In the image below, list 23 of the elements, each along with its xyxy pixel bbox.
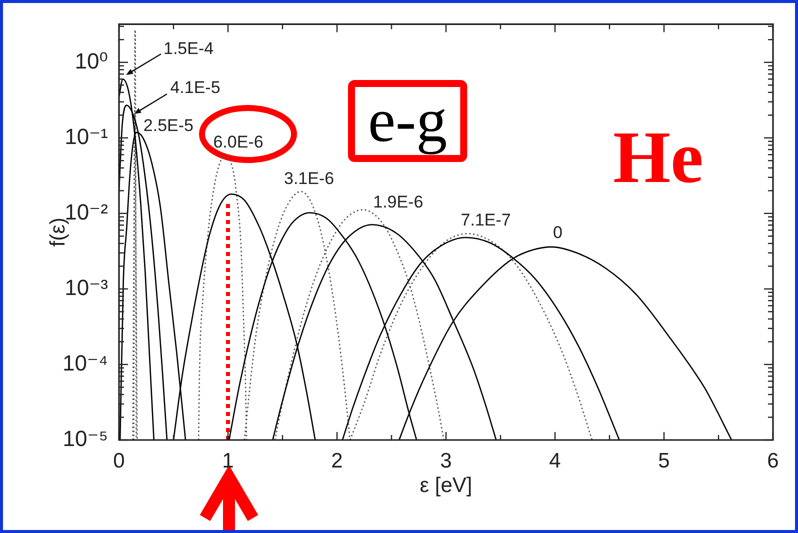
y-tick-label: 10⁻³ xyxy=(64,275,108,300)
x-tick-label: 1 xyxy=(222,449,234,472)
annotation: 3.1E-6 xyxy=(284,169,334,188)
annotation: 1.5E-4 xyxy=(163,39,214,58)
annotation: 7.1E-7 xyxy=(460,210,511,230)
x-tick-label: 4 xyxy=(549,449,562,472)
annotation: 6.0E-6 xyxy=(213,132,264,152)
x-tick-label: 3 xyxy=(440,449,452,472)
annotation: 1.9E-6 xyxy=(373,192,424,212)
y-tick-label: 10⁰ xyxy=(74,48,108,74)
y-tick-label: 10⁻⁵ xyxy=(62,426,108,452)
annotation: 2.5E-5 xyxy=(143,116,194,136)
y-tick-label: 10⁻¹ xyxy=(64,124,108,149)
annotation: 0 xyxy=(552,223,562,242)
x-tick-label: 2 xyxy=(331,449,343,472)
x-tick-label: 6 xyxy=(767,449,779,472)
annotation: e-g xyxy=(368,86,448,157)
x-axis-title: ε [eV] xyxy=(420,474,472,498)
x-tick-label: 5 xyxy=(658,449,670,472)
annotation: 4.1E-5 xyxy=(170,78,220,98)
x-tick-label: 0 xyxy=(113,449,125,472)
y-tick-label: 10⁻⁴ xyxy=(62,350,108,376)
annotation: He xyxy=(613,116,704,201)
